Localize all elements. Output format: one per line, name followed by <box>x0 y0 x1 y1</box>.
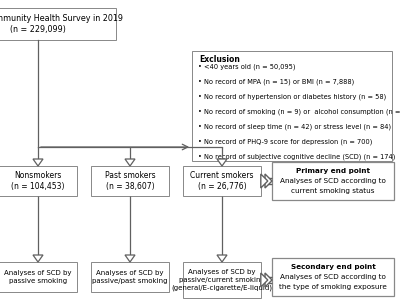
Text: Analyses of SCD according to: Analyses of SCD according to <box>280 178 386 184</box>
Text: <40 years old (n = 50,095): <40 years old (n = 50,095) <box>204 64 296 70</box>
Bar <box>0 8 116 40</box>
Bar <box>183 166 261 196</box>
Polygon shape <box>125 255 135 262</box>
Text: •: • <box>198 79 202 85</box>
Text: No record of smoking (n = 9) or  alcohol consumption (n = 4): No record of smoking (n = 9) or alcohol … <box>204 109 400 115</box>
Polygon shape <box>217 159 227 166</box>
Text: No record of MPA (n = 15) or BMI (n = 7,888): No record of MPA (n = 15) or BMI (n = 7,… <box>204 79 354 85</box>
Text: •: • <box>198 64 202 70</box>
Text: •: • <box>198 109 202 115</box>
Text: No record of hypertension or diabetes history (n = 58): No record of hypertension or diabetes hi… <box>204 94 386 100</box>
Bar <box>192 51 392 161</box>
Bar <box>272 258 394 296</box>
Polygon shape <box>265 273 272 287</box>
Bar <box>0 262 77 292</box>
Text: Analyses of SCD by
passive/past smoking: Analyses of SCD by passive/past smoking <box>92 270 168 284</box>
Text: •: • <box>198 154 202 160</box>
Polygon shape <box>33 255 43 262</box>
Text: •: • <box>198 124 202 130</box>
Text: •: • <box>198 139 202 145</box>
Text: Korean Community Health Survey in 2019
(n = 229,099): Korean Community Health Survey in 2019 (… <box>0 14 122 34</box>
Text: current smoking status: current smoking status <box>291 188 375 194</box>
Text: No record of PHQ-9 score for depression (n = 700): No record of PHQ-9 score for depression … <box>204 139 372 145</box>
Text: Nonsmokers
(n = 104,453): Nonsmokers (n = 104,453) <box>11 171 65 191</box>
Polygon shape <box>125 159 135 166</box>
Bar <box>0 166 77 196</box>
Polygon shape <box>217 255 227 262</box>
Bar <box>91 262 169 292</box>
Text: Analyses of SCD by
passive/current smoking
(general/E-cigarette/E-liquid): Analyses of SCD by passive/current smoki… <box>172 269 272 291</box>
Polygon shape <box>261 273 268 287</box>
Bar <box>91 166 169 196</box>
Text: the type of smoking exposure: the type of smoking exposure <box>279 284 387 290</box>
Text: •: • <box>198 94 202 100</box>
Polygon shape <box>33 159 43 166</box>
Text: No record of sleep time (n = 42) or stress level (n = 84): No record of sleep time (n = 42) or stre… <box>204 124 391 130</box>
Text: Current smokers
(n = 26,776): Current smokers (n = 26,776) <box>190 171 254 191</box>
Text: Secondary end point: Secondary end point <box>291 264 375 270</box>
Text: Analyses of SCD according to: Analyses of SCD according to <box>280 274 386 280</box>
Polygon shape <box>261 174 268 188</box>
Text: Primary end point: Primary end point <box>296 168 370 174</box>
Polygon shape <box>265 174 272 188</box>
Text: No record of subjective cognitive decline (SCD) (n = 174): No record of subjective cognitive declin… <box>204 154 395 160</box>
Text: Exclusion: Exclusion <box>199 56 240 65</box>
Text: Analyses of SCD by
passive smoking: Analyses of SCD by passive smoking <box>4 270 72 284</box>
Bar <box>183 262 261 298</box>
Bar <box>272 162 394 200</box>
Text: Past smokers
(n = 38,607): Past smokers (n = 38,607) <box>105 171 155 191</box>
